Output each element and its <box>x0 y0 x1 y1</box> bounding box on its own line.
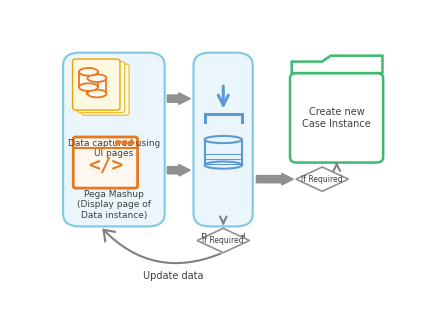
Ellipse shape <box>87 74 107 82</box>
FancyBboxPatch shape <box>194 52 253 226</box>
Bar <box>205 139 242 165</box>
FancyBboxPatch shape <box>77 61 125 113</box>
FancyArrowPatch shape <box>167 165 190 176</box>
FancyBboxPatch shape <box>290 73 383 163</box>
FancyArrowPatch shape <box>104 230 221 263</box>
Ellipse shape <box>205 136 242 143</box>
FancyBboxPatch shape <box>73 59 120 110</box>
Text: Create new
Case Instance: Create new Case Instance <box>302 107 371 128</box>
Ellipse shape <box>79 83 98 91</box>
Text: </>: </> <box>88 156 123 175</box>
FancyBboxPatch shape <box>73 137 138 188</box>
Text: If Required: If Required <box>302 175 343 184</box>
FancyBboxPatch shape <box>82 64 129 115</box>
Bar <box>79 72 98 87</box>
Ellipse shape <box>79 68 98 76</box>
Circle shape <box>115 141 120 144</box>
Polygon shape <box>292 56 382 73</box>
Polygon shape <box>197 228 250 253</box>
Text: If Required: If Required <box>202 236 244 245</box>
Circle shape <box>129 141 134 144</box>
Ellipse shape <box>87 90 107 97</box>
Circle shape <box>122 141 127 144</box>
FancyBboxPatch shape <box>63 52 165 226</box>
FancyArrowPatch shape <box>257 174 293 185</box>
FancyArrowPatch shape <box>167 93 190 104</box>
Text: Data captured using
UI pages: Data captured using UI pages <box>68 139 160 158</box>
Polygon shape <box>296 167 348 191</box>
Bar <box>87 78 107 94</box>
Ellipse shape <box>205 162 242 169</box>
Text: Persisted: Persisted <box>201 233 246 243</box>
Text: Update data: Update data <box>143 271 203 281</box>
Text: Pega Mashup
(Display page of
Data instance): Pega Mashup (Display page of Data instan… <box>77 190 151 220</box>
